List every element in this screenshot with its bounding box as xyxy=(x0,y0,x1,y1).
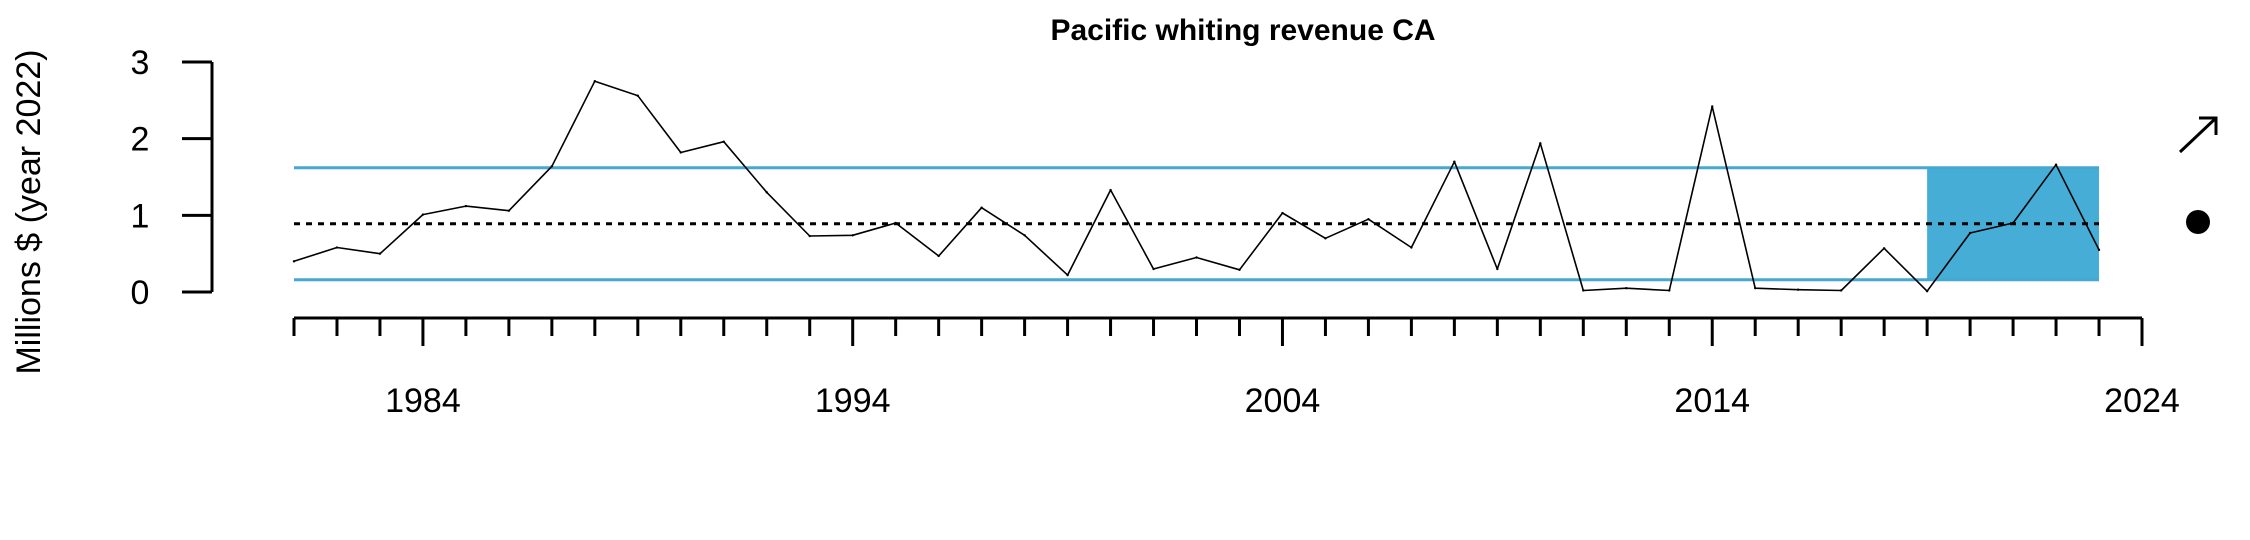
data-point-2000 xyxy=(1109,188,1112,192)
chart-title: Pacific whiting revenue CA xyxy=(1050,14,1435,47)
data-point-2023 xyxy=(2097,248,2101,252)
y-tick-label-1: 1 xyxy=(131,197,150,235)
data-point-2005 xyxy=(1324,237,1327,240)
data-point-2015 xyxy=(1754,286,1757,290)
data-point-1981 xyxy=(292,260,296,263)
data-point-2014 xyxy=(1711,105,1714,108)
data-point-2013 xyxy=(1668,289,1671,292)
data-point-2020 xyxy=(1968,231,1972,235)
data-point-1989 xyxy=(636,94,640,97)
data-point-1988 xyxy=(593,79,597,83)
data-point-2002 xyxy=(1195,256,1198,259)
data-point-1995 xyxy=(894,221,897,225)
x-tick-label-2014: 2014 xyxy=(1674,382,1750,420)
y-tick-label-0: 0 xyxy=(131,274,150,312)
data-point-1992 xyxy=(765,191,768,194)
data-point-2009 xyxy=(1496,267,1499,271)
x-tick-label-2024: 2024 xyxy=(2104,382,2180,420)
series-line xyxy=(293,80,2100,293)
data-point-1990 xyxy=(679,151,682,154)
data-point-2008 xyxy=(1453,160,1456,163)
filled-circle-icon xyxy=(2186,210,2210,234)
y-axis-title: Millions $ (year 2022) xyxy=(10,49,48,374)
data-point-2017 xyxy=(1839,289,1843,292)
data-point-2012 xyxy=(1625,286,1628,290)
y-tick-label-3: 3 xyxy=(131,44,150,82)
x-tick-label-2004: 2004 xyxy=(1245,382,1321,420)
data-point-2011 xyxy=(1582,289,1585,292)
data-point-2004 xyxy=(1281,211,1284,215)
x-axis: 1984 1994 2004 2014 2024 xyxy=(292,316,2180,420)
data-point-2001 xyxy=(1152,267,1155,271)
data-point-1983 xyxy=(378,252,382,255)
data-point-2021 xyxy=(2011,221,2015,225)
data-point-1986 xyxy=(507,209,511,212)
y-axis: 0 1 2 3 xyxy=(131,44,214,312)
data-point-2003 xyxy=(1238,268,1241,271)
data-point-2010 xyxy=(1539,142,1542,145)
x-tick-label-1984: 1984 xyxy=(385,382,461,420)
x-tick-label-1994: 1994 xyxy=(815,382,891,420)
data-point-1996 xyxy=(937,254,940,258)
data-point-1994 xyxy=(851,234,854,237)
data-point-2006 xyxy=(1367,217,1370,221)
data-point-2022 xyxy=(2054,163,2058,166)
data-point-2007 xyxy=(1410,246,1413,249)
data-point-2019 xyxy=(1925,290,1929,293)
arrow-up-right-icon xyxy=(2178,116,2218,154)
data-point-2016 xyxy=(1796,288,1800,291)
data-point-1998 xyxy=(1023,234,1026,237)
y-tick-label-2: 2 xyxy=(131,121,150,159)
data-point-1991 xyxy=(722,140,725,143)
data-point-1982 xyxy=(335,246,339,249)
data-point-2018 xyxy=(1882,247,1886,250)
data-point-1997 xyxy=(980,206,983,209)
data-point-1993 xyxy=(808,234,811,238)
data-point-1999 xyxy=(1066,273,1069,277)
data-point-1987 xyxy=(550,165,554,168)
data-point-1984 xyxy=(421,213,425,216)
data-point-1985 xyxy=(464,204,468,208)
